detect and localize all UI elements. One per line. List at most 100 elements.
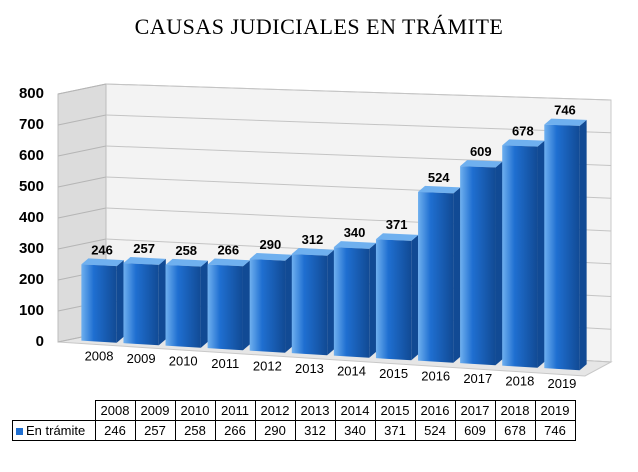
table-header-cell: 2009 xyxy=(134,400,176,421)
bar-side xyxy=(453,187,461,363)
bar xyxy=(502,145,538,368)
bar-side xyxy=(369,242,377,358)
gridline-side xyxy=(57,207,107,219)
y-tick-label: 100 xyxy=(19,302,44,319)
bar xyxy=(460,166,496,366)
table-cell: 290 xyxy=(254,420,296,441)
bar-top xyxy=(544,118,587,126)
gridline xyxy=(105,114,612,134)
chart-title: CAUSAS JUDICIALES EN TRÁMITE xyxy=(134,14,504,39)
bar xyxy=(165,264,201,348)
bar-side xyxy=(495,161,503,366)
y-tick-label: 800 xyxy=(19,85,44,102)
table-header-cell: 2015 xyxy=(374,400,416,421)
gridline-side xyxy=(57,145,107,157)
bar-chart: 0 100 200 300 400 500 600 700 800 246 2008 257 2009 2… xyxy=(19,83,613,391)
bar-top xyxy=(502,139,545,147)
table-header-cell: 2008 xyxy=(94,400,136,421)
bar-top xyxy=(418,185,461,194)
x-tick-label: 2011 xyxy=(211,356,239,371)
data-label: 524 xyxy=(428,170,450,185)
table-cell: 266 xyxy=(214,420,256,441)
bar-side xyxy=(200,260,208,348)
bar-top xyxy=(333,241,377,249)
gridline-side xyxy=(57,114,107,126)
x-tick-label: 2012 xyxy=(253,359,282,374)
bar-top xyxy=(249,252,293,261)
legend-swatch xyxy=(16,428,23,436)
table-cell: 312 xyxy=(294,420,336,441)
table-cell: 609 xyxy=(454,420,496,441)
table-cell: 258 xyxy=(174,420,216,441)
bar-side xyxy=(579,119,587,371)
bar-side xyxy=(285,254,293,353)
table-cell: 371 xyxy=(374,420,416,441)
table-header-cell: 2018 xyxy=(494,400,536,421)
table-header-cell: 2011 xyxy=(214,400,256,421)
bar xyxy=(123,263,159,346)
x-tick-label: 2010 xyxy=(169,354,198,369)
table-header-cell: 2012 xyxy=(254,400,296,421)
bar xyxy=(207,264,243,351)
bar-side xyxy=(158,258,166,346)
table-header-cell: 2017 xyxy=(454,400,496,421)
data-label: 340 xyxy=(344,225,366,240)
x-tick-label: 2017 xyxy=(463,371,492,386)
bar-top xyxy=(291,248,335,256)
x-tick-label: 2014 xyxy=(337,364,366,379)
x-tick-label: 2016 xyxy=(421,369,450,384)
bar-side xyxy=(411,234,419,361)
bar-side xyxy=(116,260,124,343)
bar-top xyxy=(460,160,503,168)
y-tick-label: 400 xyxy=(19,209,44,226)
data-label: 678 xyxy=(512,123,534,138)
bar-top xyxy=(375,233,419,241)
data-label: 258 xyxy=(175,243,197,258)
y-tick-label: 500 xyxy=(19,178,44,195)
x-tick-label: 2019 xyxy=(547,376,576,391)
table-header-cell: 2013 xyxy=(294,400,336,421)
bar-side xyxy=(242,260,250,351)
bar xyxy=(81,264,117,343)
table-cell: 678 xyxy=(494,420,536,441)
bar xyxy=(291,254,328,356)
bar-top xyxy=(165,258,208,267)
data-label: 246 xyxy=(91,242,113,257)
data-label: 266 xyxy=(217,242,239,257)
gridline-side xyxy=(57,83,107,95)
table-corner xyxy=(12,400,96,421)
data-label: 290 xyxy=(260,237,282,252)
data-label: 371 xyxy=(386,217,408,232)
table-row: En trámite 246 257 258 266 290 312 340 371 524 609… xyxy=(12,420,576,441)
table-header-cell: 2016 xyxy=(414,400,456,421)
gridline-side xyxy=(57,238,107,250)
y-tick-label: 0 xyxy=(36,333,44,350)
table-cell: 257 xyxy=(134,420,176,441)
data-label: 609 xyxy=(470,144,492,159)
y-tick-label: 300 xyxy=(19,240,44,257)
table-header-cell: 2019 xyxy=(534,400,576,421)
bar-top xyxy=(207,258,250,267)
y-tick-label: 200 xyxy=(19,271,44,288)
x-tick-label: 2008 xyxy=(85,349,114,364)
y-tick-label: 600 xyxy=(19,147,44,164)
x-tick-label: 2018 xyxy=(505,374,534,389)
table-cell: 246 xyxy=(94,420,136,441)
table-header-cell: 2014 xyxy=(334,400,376,421)
data-label: 746 xyxy=(554,103,576,118)
x-tick-label: 2009 xyxy=(127,351,156,366)
bar-top xyxy=(81,258,124,267)
bar-top xyxy=(123,257,166,265)
bar-side xyxy=(327,249,335,356)
legend-entry: En trámite xyxy=(12,420,96,441)
gridline xyxy=(105,83,612,101)
bar xyxy=(544,124,580,371)
x-tick-label: 2013 xyxy=(295,361,324,376)
table-header-row: 2008 2009 2010 2011 2012 2013 2014 2015 2016 2017… xyxy=(12,400,576,421)
table-cell: 746 xyxy=(534,420,576,441)
bar xyxy=(418,191,454,363)
bar xyxy=(333,247,370,358)
y-tick-label: 700 xyxy=(19,116,44,133)
table-cell: 340 xyxy=(334,420,376,441)
bar-side xyxy=(537,140,545,368)
